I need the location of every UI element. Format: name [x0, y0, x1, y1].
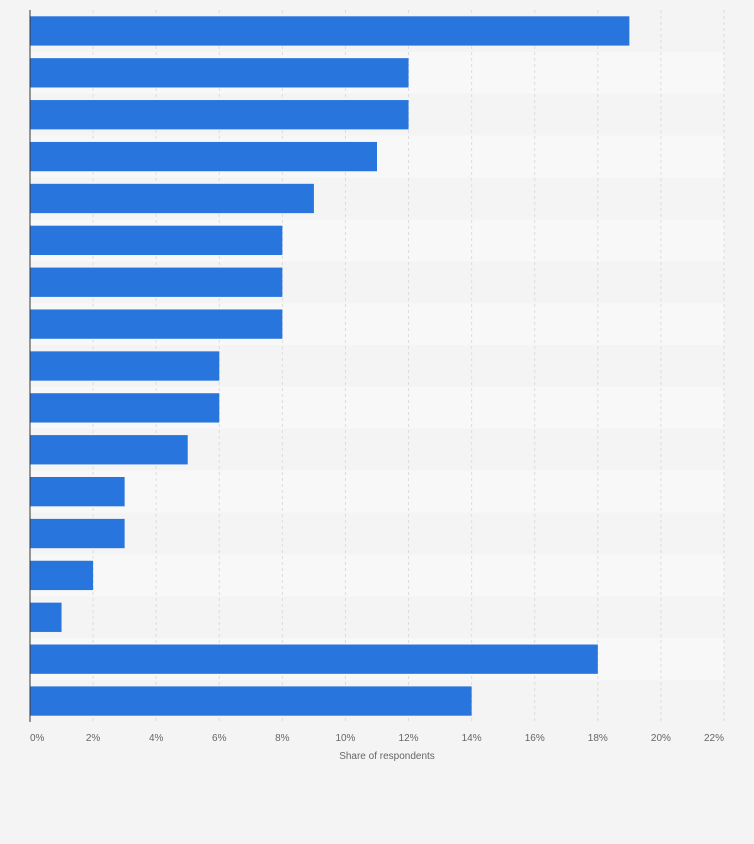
bar-15	[30, 602, 62, 632]
bar-3	[30, 100, 409, 130]
x-tick-label-22: 22%	[704, 733, 724, 744]
row-band-15	[30, 596, 724, 639]
x-tick-label-10: 10%	[335, 733, 355, 744]
row-band-13	[30, 512, 724, 555]
x-tick-label-2: 2%	[86, 733, 101, 744]
bar-10	[30, 393, 220, 423]
bars	[30, 16, 630, 716]
bar-1	[30, 16, 630, 46]
x-tick-label-4: 4%	[149, 733, 164, 744]
bar-14	[30, 560, 94, 591]
bar-12	[30, 476, 125, 507]
x-tick-label-14: 14%	[462, 733, 482, 744]
bar-4	[30, 141, 377, 172]
row-band-12	[30, 470, 724, 513]
x-axis-title: Share of respondents	[339, 751, 435, 762]
bar-17	[30, 686, 472, 716]
x-tick-label-20: 20%	[651, 733, 671, 744]
bar-8	[30, 309, 283, 339]
bar-6	[30, 225, 283, 256]
bar-13	[30, 518, 125, 549]
bar-7	[30, 267, 283, 297]
x-tick-label-16: 16%	[525, 733, 545, 744]
x-tick-label-0: 0%	[30, 733, 45, 744]
bar-16	[30, 644, 598, 674]
row-band-14	[30, 554, 724, 597]
x-tick-label-12: 12%	[399, 733, 419, 744]
bar-11	[30, 435, 188, 465]
bar-5	[30, 183, 314, 214]
bar-9	[30, 351, 220, 381]
x-tick-label-8: 8%	[275, 733, 290, 744]
x-tick-label-18: 18%	[588, 733, 608, 744]
x-axis-ticks: 0% 2% 4% 6% 8% 10% 12% 14% 16% 18% 20% 22%	[30, 733, 724, 744]
bar-2	[30, 58, 409, 88]
x-tick-label-6: 6%	[212, 733, 227, 744]
